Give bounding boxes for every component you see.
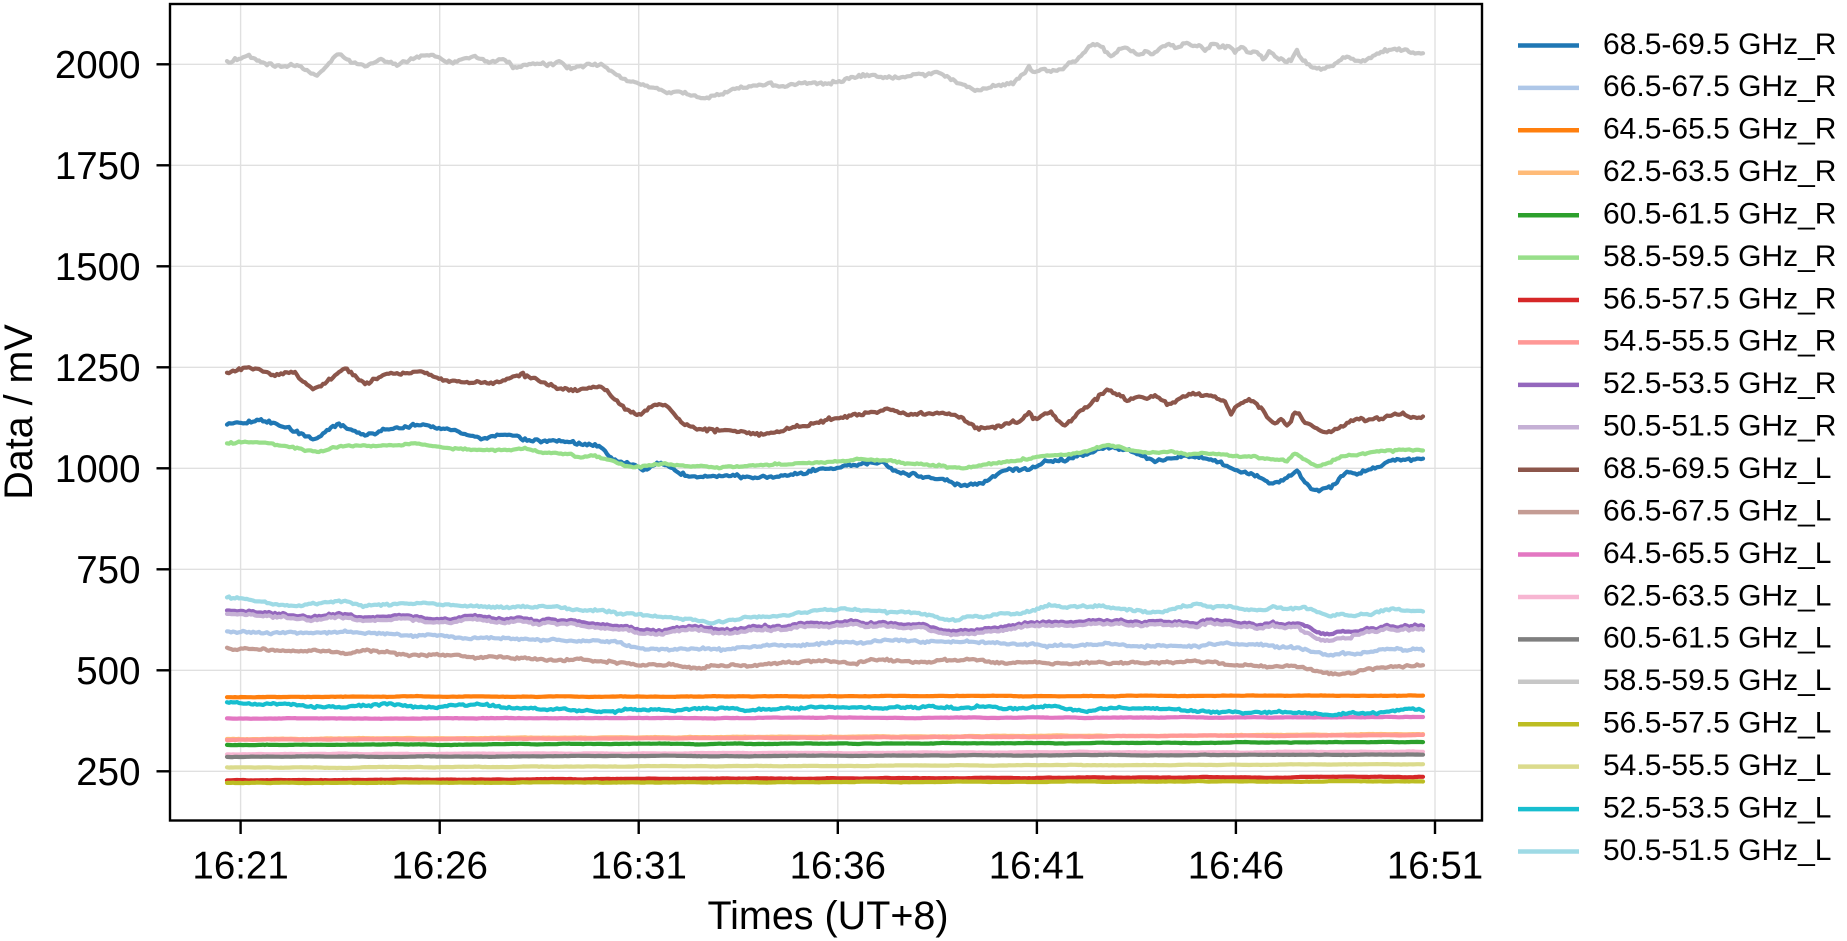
svg-text:16:46: 16:46 xyxy=(1188,845,1284,888)
svg-text:52.5-53.5 GHz_R: 52.5-53.5 GHz_R xyxy=(1603,367,1836,400)
svg-text:60.5-61.5 GHz_L: 60.5-61.5 GHz_L xyxy=(1603,622,1831,655)
svg-text:64.5-65.5 GHz_L: 64.5-65.5 GHz_L xyxy=(1603,537,1831,570)
svg-text:66.5-67.5 GHz_R: 66.5-67.5 GHz_R xyxy=(1603,70,1836,103)
svg-text:58.5-59.5 GHz_L: 58.5-59.5 GHz_L xyxy=(1603,664,1831,697)
svg-text:750: 750 xyxy=(76,549,140,592)
svg-text:50.5-51.5 GHz_L: 50.5-51.5 GHz_L xyxy=(1603,834,1831,867)
svg-text:62.5-63.5 GHz_L: 62.5-63.5 GHz_L xyxy=(1603,579,1831,612)
svg-text:16:36: 16:36 xyxy=(790,845,886,888)
svg-text:16:21: 16:21 xyxy=(192,845,288,888)
svg-text:2000: 2000 xyxy=(55,44,141,87)
svg-text:54.5-55.5 GHz_R: 54.5-55.5 GHz_R xyxy=(1603,325,1836,358)
svg-text:62.5-63.5 GHz_R: 62.5-63.5 GHz_R xyxy=(1603,155,1836,188)
svg-text:56.5-57.5 GHz_R: 56.5-57.5 GHz_R xyxy=(1603,282,1836,315)
svg-text:56.5-57.5 GHz_L: 56.5-57.5 GHz_L xyxy=(1603,707,1831,740)
svg-text:54.5-55.5 GHz_L: 54.5-55.5 GHz_L xyxy=(1603,749,1831,782)
svg-text:Times (UT+8): Times (UT+8) xyxy=(707,894,948,938)
svg-text:16:41: 16:41 xyxy=(989,845,1085,888)
svg-text:52.5-53.5 GHz_L: 52.5-53.5 GHz_L xyxy=(1603,791,1831,824)
svg-text:500: 500 xyxy=(76,650,140,693)
svg-text:250: 250 xyxy=(76,751,140,794)
svg-text:1750: 1750 xyxy=(55,145,141,188)
svg-text:16:26: 16:26 xyxy=(392,845,488,888)
svg-text:64.5-65.5 GHz_R: 64.5-65.5 GHz_R xyxy=(1603,113,1836,146)
svg-text:50.5-51.5 GHz_R: 50.5-51.5 GHz_R xyxy=(1603,410,1836,443)
svg-text:58.5-59.5 GHz_R: 58.5-59.5 GHz_R xyxy=(1603,240,1836,273)
svg-text:68.5-69.5 GHz_R: 68.5-69.5 GHz_R xyxy=(1603,28,1836,61)
svg-text:16:31: 16:31 xyxy=(591,845,687,888)
svg-text:1500: 1500 xyxy=(55,246,141,289)
svg-text:Data / mV: Data / mV xyxy=(0,324,41,500)
svg-text:1250: 1250 xyxy=(55,347,141,390)
svg-text:16:51: 16:51 xyxy=(1387,845,1483,888)
svg-text:66.5-67.5 GHz_L: 66.5-67.5 GHz_L xyxy=(1603,494,1831,527)
svg-text:60.5-61.5 GHz_R: 60.5-61.5 GHz_R xyxy=(1603,198,1836,231)
svg-text:68.5-69.5 GHz_L: 68.5-69.5 GHz_L xyxy=(1603,452,1831,485)
svg-text:1000: 1000 xyxy=(55,448,141,491)
